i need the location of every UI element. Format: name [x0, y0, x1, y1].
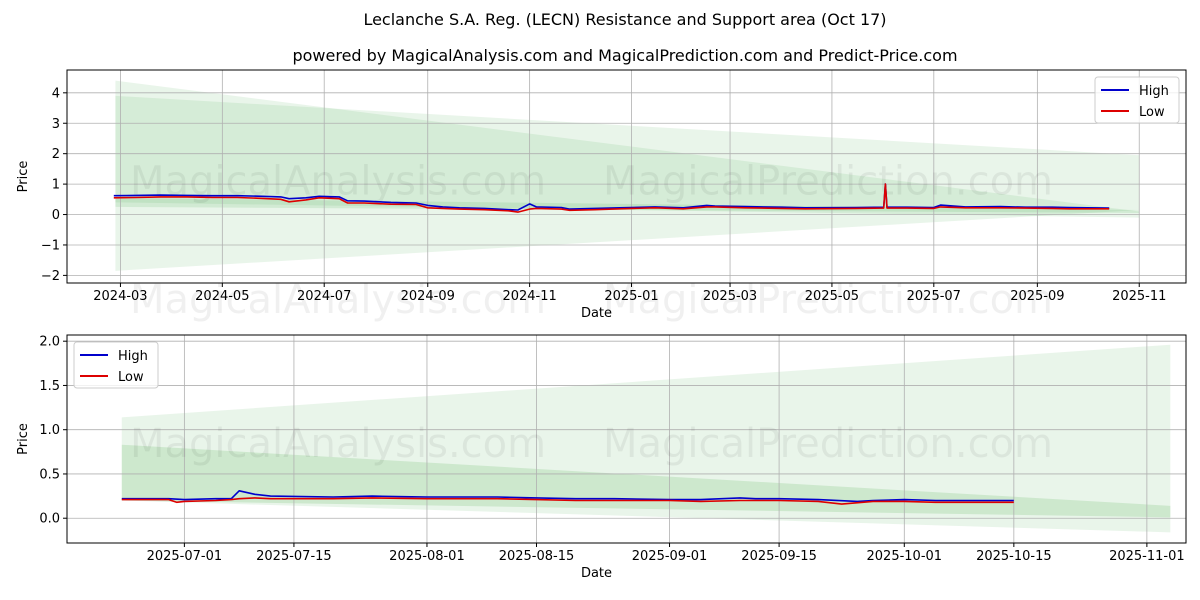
band-2 — [115, 95, 1140, 271]
series-line-low — [121, 497, 1014, 505]
watermark-text: MagicalPrediction.com — [603, 421, 1053, 467]
band-1 — [115, 80, 1140, 218]
legend-label-low: Low — [1139, 105, 1165, 120]
y-axis-label: Price — [16, 161, 31, 193]
y-axis-label: Price — [16, 423, 31, 455]
y-tick-label: 4 — [52, 86, 60, 101]
x-tick-label: 2025-03 — [703, 289, 757, 304]
x-tick-label: 2025-10-01 — [867, 549, 943, 564]
y-tick-label: −1 — [41, 238, 60, 253]
y-tick-label: 0.5 — [39, 467, 60, 482]
watermark-text: MagicalPrediction.com — [603, 159, 1053, 205]
x-tick-label: 2025-08-01 — [389, 549, 465, 564]
x-tick-label: 2025-07-01 — [147, 549, 223, 564]
x-axis-label: Date — [581, 566, 612, 581]
chart-1: MagicalAnalysis.comMagicalAnalysis.comMa… — [16, 69, 1187, 323]
x-tick-label: 2025-07 — [907, 289, 961, 304]
x-tick-label: 2025-05 — [805, 289, 859, 304]
legend: High Low — [73, 341, 159, 389]
band-1 — [121, 344, 1171, 533]
watermark-text: MagicalAnalysis.com — [130, 421, 546, 467]
x-tick-label: 2025-07-15 — [256, 549, 332, 564]
x-tick-label: 2025-01 — [604, 289, 658, 304]
y-tick-label: −2 — [41, 269, 60, 284]
x-tick-label: 2024-03 — [93, 289, 147, 304]
series-line-high — [113, 183, 1110, 211]
y-tick-label: 3 — [52, 117, 60, 132]
grid — [67, 70, 1186, 283]
y-tick-label: 2 — [52, 147, 60, 162]
legend-label-high: High — [1139, 84, 1169, 99]
y-tick-label: 0 — [52, 208, 60, 223]
x-tick-label: 2024-09 — [401, 289, 455, 304]
y-tick-label: 2.0 — [39, 335, 60, 350]
series-lines — [113, 183, 1110, 213]
y-tick-label: 1 — [52, 178, 60, 193]
x-axis-label: Date — [581, 306, 612, 321]
x-tick-label: 2025-09-01 — [632, 549, 708, 564]
chart-2: MagicalAnalysis.com MagicalPrediction.com… — [16, 334, 1187, 581]
legend-label-high: High — [118, 349, 148, 364]
y-tick-label: 0.0 — [39, 512, 60, 527]
chart-title: Leclanche S.A. Reg. (LECN) Resistance an… — [363, 10, 887, 29]
chart-subtitle: powered by MagicalAnalysis.com and Magic… — [292, 46, 958, 65]
x-tick-label: 2025-10-15 — [976, 549, 1052, 564]
series-line-low — [113, 183, 1110, 213]
x-tick-label: 2024-05 — [195, 289, 249, 304]
y-tick-label: 1.0 — [39, 423, 60, 438]
y-tick-label: 1.5 — [39, 379, 60, 394]
x-tick-label: 2025-11-01 — [1109, 549, 1185, 564]
series-line-high — [121, 489, 1014, 503]
x-tick-label: 2025-09-15 — [741, 549, 817, 564]
series-lines — [121, 489, 1014, 505]
legend-label-low: Low — [118, 370, 144, 385]
grid — [67, 335, 1186, 543]
x-tick-label: 2025-09 — [1010, 289, 1064, 304]
watermark-text: MagicalPrediction.com — [603, 277, 1053, 323]
axes-frame — [66, 69, 1187, 284]
watermark-text: MagicalAnalysis.com — [130, 277, 546, 323]
x-tick-label: 2024-07 — [297, 289, 351, 304]
legend: High Low — [1094, 76, 1180, 124]
x-tick-label: 2025-11 — [1112, 289, 1166, 304]
axes-frame — [66, 334, 1187, 544]
x-tick-label: 2025-08-15 — [499, 549, 575, 564]
x-tick-label: 2024-11 — [502, 289, 556, 304]
